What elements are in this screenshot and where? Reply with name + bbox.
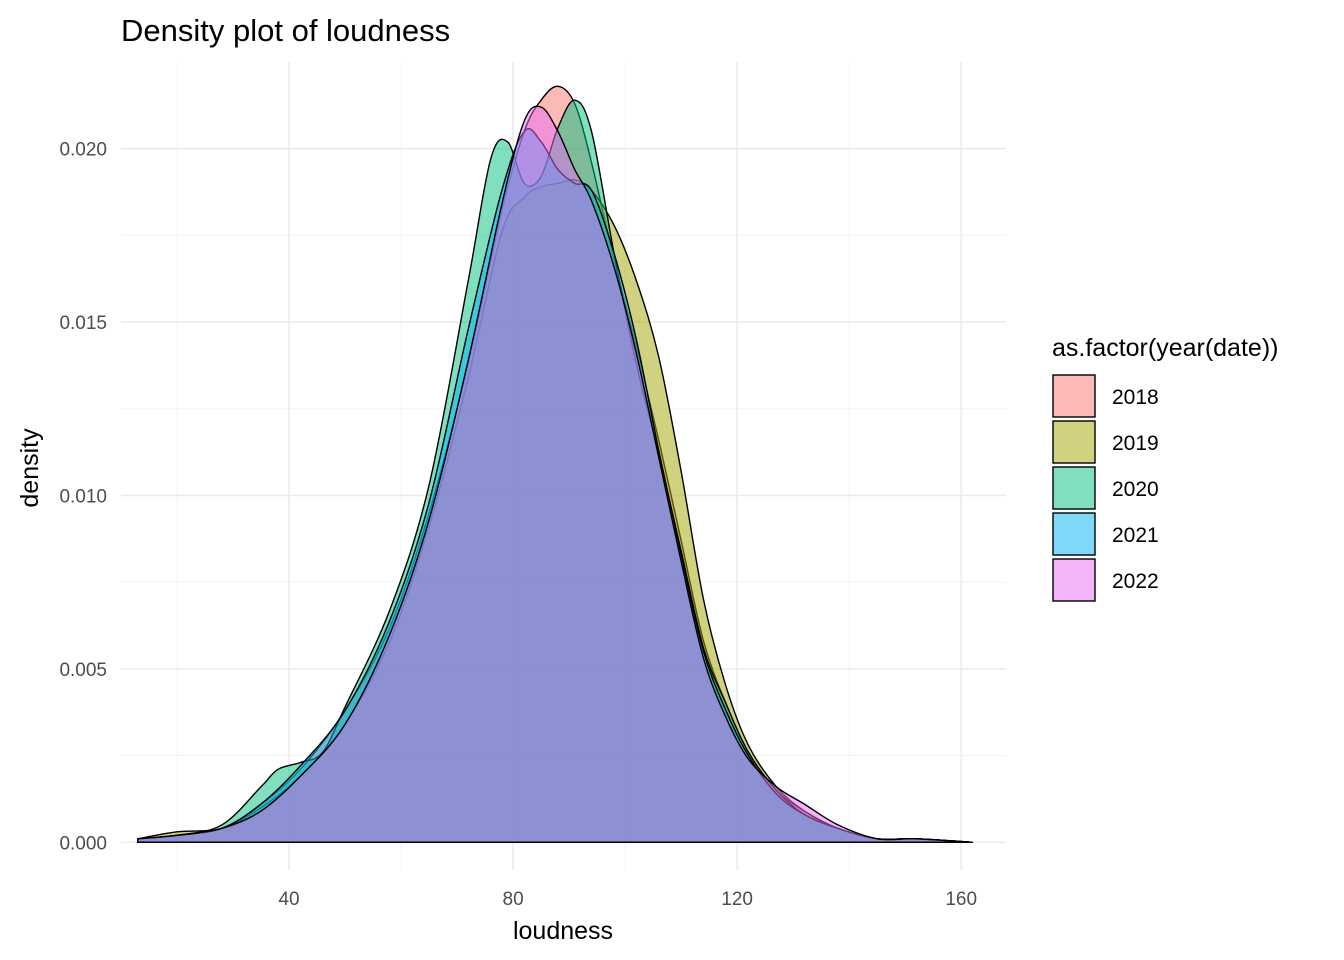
x-tick-label: 120 [721,889,753,910]
legend-label-2021: 2021 [1112,524,1159,547]
legend-label-2022: 2022 [1112,570,1159,593]
legend-label-2018: 2018 [1112,386,1159,409]
legend: as.factor(year(date)) 2018 2019 2020 2021 20… [1052,334,1278,602]
x-tick-label: 40 [278,889,299,910]
legend-key-2020 [1052,466,1096,510]
axis-ticks: 40 80 120 160 0.000 0.005 0.010 0.015 0.020 [59,140,977,910]
x-tick-label: 80 [503,889,524,910]
legend-key-2019 [1052,420,1096,464]
density-areas [137,85,974,843]
x-axis-title: loudness [513,917,613,945]
y-tick-label: 0.005 [59,660,107,681]
y-tick-label: 0.015 [59,313,107,334]
legend-label-2020: 2020 [1112,478,1159,501]
x-tick-label: 160 [945,889,977,910]
legend-label-2019: 2019 [1112,432,1159,455]
density-area-2022 [137,105,974,843]
chart-title: Density plot of loudness [121,13,450,48]
y-tick-label: 0.020 [59,140,107,161]
legend-title: as.factor(year(date)) [1052,334,1278,362]
legend-key-2022 [1052,558,1096,602]
y-axis-title: density [16,428,44,508]
y-tick-label: 0.000 [59,833,107,854]
y-tick-label: 0.010 [59,486,107,507]
legend-key-2018 [1052,374,1096,418]
legend-key-2021 [1052,512,1096,556]
